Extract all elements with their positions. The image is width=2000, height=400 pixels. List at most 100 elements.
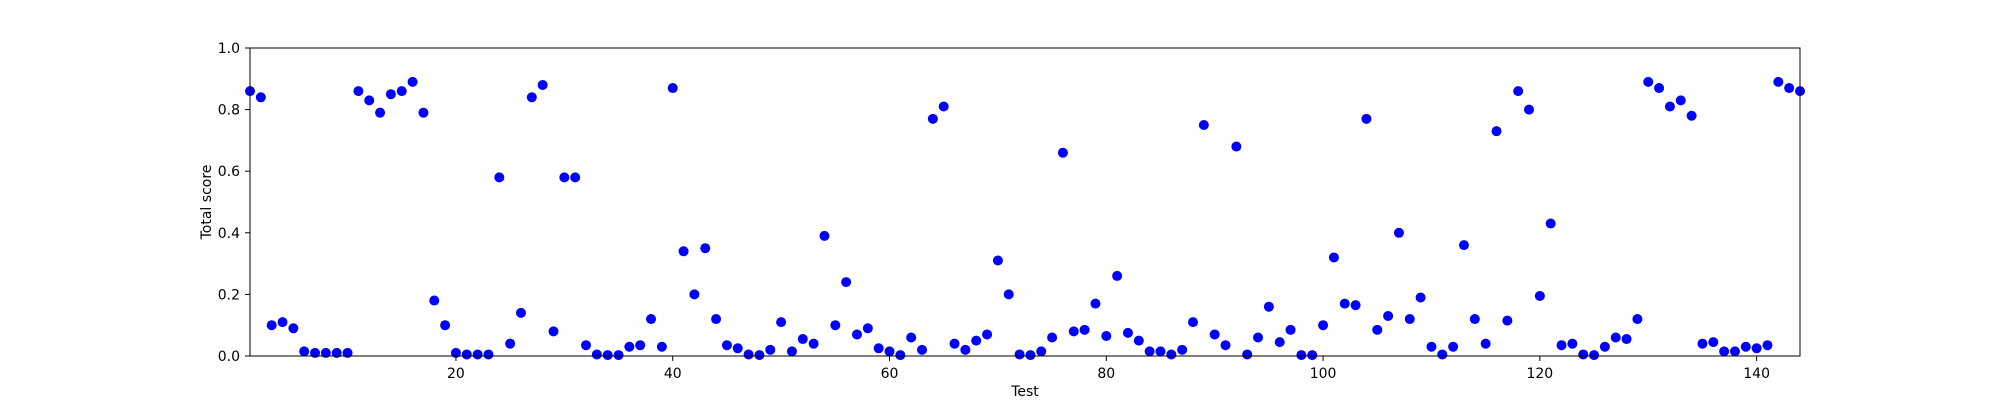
data-point [299, 346, 310, 357]
data-point [375, 107, 386, 118]
data-point [1339, 298, 1350, 309]
data-point [884, 346, 895, 357]
data-point [895, 350, 906, 361]
data-point [353, 86, 364, 97]
data-point [1762, 340, 1773, 351]
data-point [635, 340, 646, 351]
data-point [1643, 76, 1654, 87]
data-point [1393, 227, 1404, 238]
data-point [255, 92, 266, 103]
data-point [385, 89, 396, 100]
data-point [1285, 324, 1296, 335]
y-tick-label: 0.0 [218, 349, 240, 365]
data-point [1068, 326, 1079, 337]
data-point [1589, 350, 1600, 361]
data-point [938, 101, 949, 112]
data-point [1372, 324, 1383, 335]
x-tick-label: 80 [1097, 366, 1115, 382]
data-point [992, 255, 1003, 266]
data-point [765, 344, 776, 355]
data-point [1719, 346, 1730, 357]
data-point [1415, 292, 1426, 303]
y-tick-label: 0.8 [218, 103, 240, 119]
data-point [581, 340, 592, 351]
data-point [711, 314, 722, 325]
data-point [917, 344, 928, 355]
data-point [429, 295, 440, 306]
data-point [1426, 341, 1437, 352]
data-point [808, 338, 819, 349]
data-point [396, 86, 407, 97]
data-point [656, 341, 667, 352]
y-tick-label: 0.2 [218, 287, 240, 303]
data-point [1784, 83, 1795, 94]
data-point [1231, 141, 1242, 152]
data-point [1729, 346, 1740, 357]
data-point [1209, 329, 1220, 340]
data-point [1751, 343, 1762, 354]
data-point [440, 320, 451, 331]
data-point [1057, 147, 1068, 158]
data-point [1437, 349, 1448, 360]
data-point [873, 343, 884, 354]
data-point [472, 349, 483, 360]
data-point [906, 332, 917, 343]
data-point [1274, 337, 1285, 348]
data-point [1079, 324, 1090, 335]
data-point [1448, 341, 1459, 352]
data-point [1198, 120, 1209, 130]
data-point [667, 83, 678, 94]
x-tick-label: 100 [1310, 366, 1337, 382]
data-point [754, 350, 765, 361]
data-point [624, 341, 635, 352]
data-point [526, 92, 537, 103]
data-point [277, 317, 288, 328]
data-point [1188, 317, 1199, 328]
data-point [1502, 315, 1513, 326]
data-point [266, 320, 277, 331]
data-point [786, 346, 797, 357]
data-point [1144, 346, 1155, 357]
data-point [1610, 332, 1621, 343]
data-point [602, 350, 613, 361]
data-point [1686, 110, 1697, 121]
data-point [613, 350, 624, 361]
data-point [1773, 76, 1784, 87]
data-point [1556, 340, 1567, 351]
data-point [982, 329, 993, 340]
data-point [1599, 341, 1610, 352]
data-point [1253, 332, 1264, 343]
data-point [851, 329, 862, 340]
data-point [1578, 349, 1589, 360]
data-point [1090, 298, 1101, 309]
data-point [1664, 101, 1675, 112]
data-point [1307, 350, 1318, 361]
data-point [1654, 83, 1665, 94]
data-point [1697, 338, 1708, 349]
data-point [1567, 338, 1578, 349]
data-point [1632, 314, 1643, 325]
data-point [1047, 332, 1058, 343]
x-axis-label: Test [1010, 384, 1039, 400]
data-point [505, 338, 516, 349]
x-tick-label: 60 [881, 366, 899, 382]
data-point [331, 347, 342, 358]
data-point [1350, 300, 1361, 311]
data-point [1014, 349, 1025, 360]
data-point [1112, 270, 1123, 281]
data-point [1122, 327, 1133, 338]
y-tick-label: 0.4 [218, 226, 240, 242]
data-point [1524, 104, 1535, 115]
data-point [1513, 86, 1524, 97]
data-point [743, 349, 754, 360]
data-point [288, 323, 299, 334]
data-point [862, 323, 873, 334]
data-point [689, 289, 700, 300]
data-point [1177, 344, 1188, 355]
data-point [1545, 218, 1556, 229]
data-point [1675, 95, 1686, 106]
data-point [570, 172, 581, 183]
data-point [1101, 330, 1112, 341]
data-point [700, 243, 711, 254]
